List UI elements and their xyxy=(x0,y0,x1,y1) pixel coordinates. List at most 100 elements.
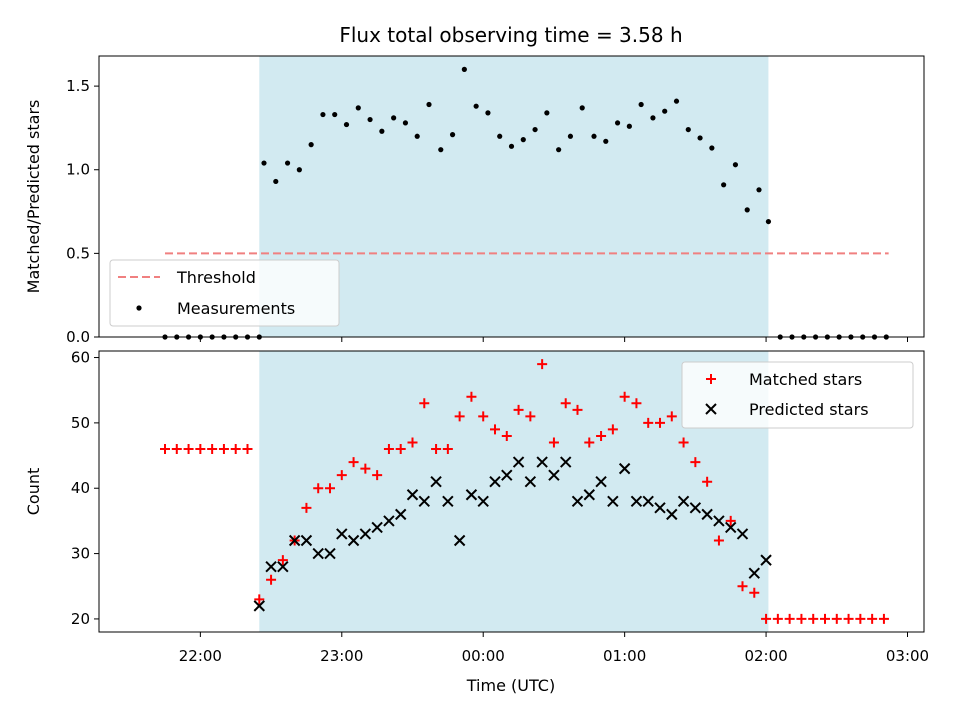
y-tick-label: 30 xyxy=(71,545,90,563)
matched-star-point xyxy=(277,555,288,566)
matched-star-point xyxy=(761,613,772,624)
matched-star-point xyxy=(725,515,736,526)
measurement-point xyxy=(662,108,668,114)
legend: Threshold Measurements xyxy=(109,259,340,327)
matched-star-point xyxy=(560,398,571,409)
predicted-star-point xyxy=(583,489,595,501)
measurement-point xyxy=(614,120,621,126)
measurement-point xyxy=(473,103,479,109)
y-tick-label: 40 xyxy=(71,479,90,497)
predicted-star-point xyxy=(489,475,501,488)
plot-frame xyxy=(98,350,925,633)
matched-star-point xyxy=(525,411,536,422)
ratio-panel: 0.0 0.5 1.0 1.5 Matched/Predicted stars Thres… xyxy=(24,55,925,346)
measurement-point xyxy=(685,126,691,133)
predicted-star-point xyxy=(288,534,301,547)
legend: Matched stars Predicted stars xyxy=(681,361,914,429)
predicted-star-point xyxy=(595,475,607,488)
measurement-point xyxy=(626,123,632,129)
matched-star-point xyxy=(171,444,182,455)
matched-star-point xyxy=(395,444,406,455)
matched-star-point xyxy=(643,417,654,428)
measurement-point xyxy=(638,101,644,108)
predicted-star-point xyxy=(677,495,690,508)
y-axis-label: Count xyxy=(24,468,43,516)
predicted-star-point xyxy=(324,547,336,560)
measurement-point xyxy=(497,133,503,139)
measurement-point xyxy=(520,137,526,143)
measurement-point xyxy=(603,138,609,144)
measurement-point xyxy=(261,160,267,166)
x-tick-label: 22:00 xyxy=(179,647,222,665)
matched-star-point xyxy=(160,444,170,455)
predicted-star-point xyxy=(300,534,313,547)
measurement-point xyxy=(673,98,680,104)
measurement-point xyxy=(544,110,550,116)
predicted-star-point xyxy=(442,495,454,508)
matched-star-point xyxy=(619,391,630,402)
predicted-star-point xyxy=(265,560,277,573)
matched-star-point xyxy=(478,411,489,422)
measurement-point xyxy=(438,147,444,153)
matched-star-point xyxy=(230,444,241,455)
y-axis-label: Matched/Predicted stars xyxy=(24,100,43,294)
matched-star-point xyxy=(631,398,642,409)
y-tick-label: 1.5 xyxy=(66,77,90,95)
measurement-point xyxy=(744,207,750,213)
predicted-star-point xyxy=(512,456,525,468)
predicted-star-point xyxy=(253,600,265,612)
predicted-star-point xyxy=(736,528,749,540)
measurement-point xyxy=(426,101,432,108)
predicted-star-point xyxy=(666,508,678,521)
matched-star-point xyxy=(360,463,371,474)
matched-star-point xyxy=(383,444,394,455)
predicted-star-point xyxy=(277,560,289,573)
measurement-point xyxy=(756,187,762,193)
matched-star-point xyxy=(808,613,819,624)
chart-title: Flux total observing time = 3.58 h xyxy=(339,23,682,47)
predicted-star-point xyxy=(701,508,713,521)
predicted-star-point xyxy=(383,515,395,527)
matched-star-point xyxy=(596,430,607,441)
matched-star-point xyxy=(242,444,253,455)
matched-star-point xyxy=(537,359,548,370)
matched-star-point xyxy=(501,430,512,441)
predicted-star-point xyxy=(501,469,513,481)
matched-star-point xyxy=(749,587,760,598)
measurement-point xyxy=(579,105,585,111)
matched-star-point xyxy=(607,424,618,435)
matched-star-point xyxy=(407,437,418,448)
matched-star-point xyxy=(218,444,229,455)
y-tick-label: 1.0 xyxy=(66,161,90,179)
matched-star-point xyxy=(336,470,347,481)
measurement-point xyxy=(308,142,314,148)
predicted-star-point xyxy=(430,475,442,488)
measurement-point xyxy=(414,133,420,139)
predicted-star-point xyxy=(630,495,643,508)
measurement-point xyxy=(591,133,597,139)
measurement-point xyxy=(650,115,656,121)
matched-star-point xyxy=(855,613,866,624)
measurement-point xyxy=(332,111,338,118)
measurement-point xyxy=(320,111,326,118)
predicted-star-point xyxy=(713,515,725,527)
matched-star-point xyxy=(584,437,595,448)
predicted-star-point xyxy=(465,489,478,501)
predicted-star-point xyxy=(536,456,548,468)
predicted-star-point xyxy=(418,495,430,508)
predicted-star-point xyxy=(607,495,619,508)
legend-box xyxy=(109,259,340,327)
predicted-star-point xyxy=(654,502,666,514)
predicted-star-point xyxy=(347,534,360,547)
matched-star-point xyxy=(678,437,689,448)
predicted-star-point xyxy=(395,508,407,521)
measurement-point xyxy=(567,133,574,139)
measurement-point xyxy=(709,145,715,151)
matched-star-point xyxy=(490,424,500,435)
matched-star-point xyxy=(655,417,665,428)
matched-star-point xyxy=(195,444,206,455)
matched-star-point xyxy=(784,613,795,624)
measurement-point xyxy=(343,121,350,128)
predicted-star-point xyxy=(406,489,419,501)
